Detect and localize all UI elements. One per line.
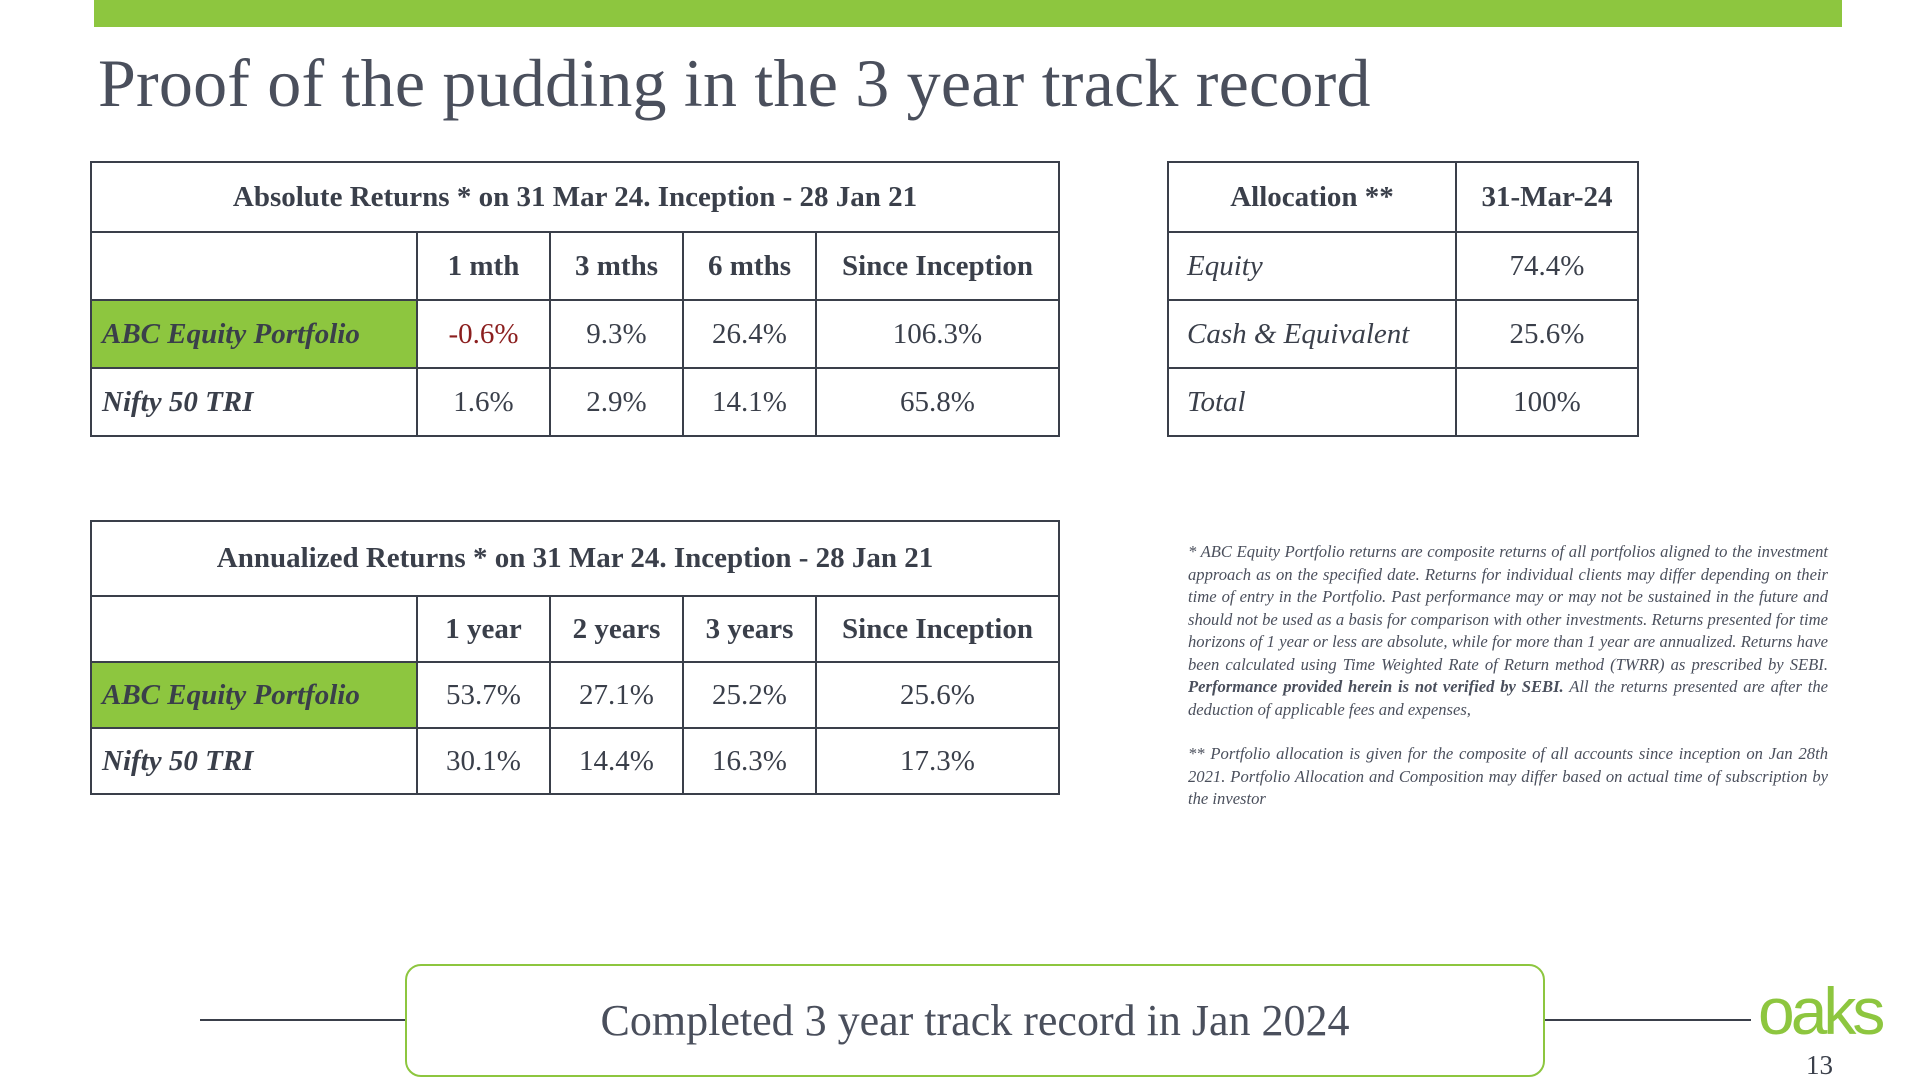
annualized-returns-caption: Annualized Returns * on 31 Mar 24. Incep… bbox=[90, 520, 1060, 597]
absolute-returns-caption: Absolute Returns * on 31 Mar 24. Incepti… bbox=[90, 161, 1060, 233]
value-cell: 65.8% bbox=[815, 367, 1060, 437]
table-row: Nifty 50 TRI 1.6% 2.9% 14.1% 65.8% bbox=[90, 367, 1060, 437]
header-blank-cell bbox=[90, 231, 418, 301]
footnote-sebi-disclaimer: Performance provided herein is not verif… bbox=[1188, 677, 1564, 696]
oaks-logo: oaks bbox=[1758, 974, 1885, 1048]
header-blank-cell bbox=[90, 595, 418, 663]
top-accent-bar bbox=[94, 0, 1842, 27]
table-row: ABC Equity Portfolio 53.7% 27.1% 25.2% 2… bbox=[90, 661, 1060, 729]
value-cell: 14.4% bbox=[549, 727, 684, 795]
value-cell: 25.6% bbox=[815, 661, 1060, 729]
allocation-row-label: Equity bbox=[1167, 231, 1457, 301]
allocation-table: Allocation ** 31-Mar-24 Equity 74.4% Cas… bbox=[1167, 161, 1639, 437]
footer-banner: Completed 3 year track record in Jan 202… bbox=[405, 964, 1545, 1077]
value-cell: 25.2% bbox=[682, 661, 817, 729]
value-cell: 27.1% bbox=[549, 661, 684, 729]
value-cell: 16.3% bbox=[682, 727, 817, 795]
table-row: Nifty 50 TRI 30.1% 14.4% 16.3% 17.3% bbox=[90, 727, 1060, 795]
value-cell: -0.6% bbox=[416, 299, 551, 369]
annualized-returns-table: Annualized Returns * on 31 Mar 24. Incep… bbox=[90, 520, 1060, 795]
allocation-value: 74.4% bbox=[1455, 231, 1639, 301]
allocation-value: 100% bbox=[1455, 367, 1639, 437]
value-cell: 106.3% bbox=[815, 299, 1060, 369]
allocation-row-label: Cash & Equivalent bbox=[1167, 299, 1457, 369]
footnotes: * ABC Equity Portfolio returns are compo… bbox=[1188, 541, 1828, 811]
footnote-returns-tail: All the returns presented are after the … bbox=[1188, 677, 1828, 719]
row-label-nifty: Nifty 50 TRI bbox=[90, 367, 418, 437]
row-label-abc-portfolio: ABC Equity Portfolio bbox=[90, 299, 418, 369]
column-header: 3 mths bbox=[549, 231, 684, 301]
value-cell: 14.1% bbox=[682, 367, 817, 437]
value-cell: 17.3% bbox=[815, 727, 1060, 795]
table-row: Cash & Equivalent 25.6% bbox=[1167, 299, 1639, 369]
footer-left-rule bbox=[200, 1019, 406, 1021]
column-header: Since Inception bbox=[815, 231, 1060, 301]
value-cell: 9.3% bbox=[549, 299, 684, 369]
column-header: 1 year bbox=[416, 595, 551, 663]
row-label-nifty: Nifty 50 TRI bbox=[90, 727, 418, 795]
column-header: Since Inception bbox=[815, 595, 1060, 663]
table-row: Total 100% bbox=[1167, 367, 1639, 437]
value-cell: 2.9% bbox=[549, 367, 684, 437]
table-row: Equity 74.4% bbox=[1167, 231, 1639, 301]
allocation-row-label: Total bbox=[1167, 367, 1457, 437]
allocation-value: 25.6% bbox=[1455, 299, 1639, 369]
column-header: 3 years bbox=[682, 595, 817, 663]
column-header: 2 years bbox=[549, 595, 684, 663]
table-row: ABC Equity Portfolio -0.6% 9.3% 26.4% 10… bbox=[90, 299, 1060, 369]
row-label-abc-portfolio: ABC Equity Portfolio bbox=[90, 661, 418, 729]
column-header: 1 mth bbox=[416, 231, 551, 301]
footnote-allocation: ** Portfolio allocation is given for the… bbox=[1188, 744, 1828, 808]
footnote-returns: * ABC Equity Portfolio returns are compo… bbox=[1188, 541, 1828, 721]
column-header: 6 mths bbox=[682, 231, 817, 301]
allocation-header-label: Allocation ** bbox=[1167, 161, 1457, 233]
value-cell: 1.6% bbox=[416, 367, 551, 437]
value-cell: 26.4% bbox=[682, 299, 817, 369]
footer-right-rule bbox=[1541, 1019, 1751, 1021]
absolute-returns-table: Absolute Returns * on 31 Mar 24. Incepti… bbox=[90, 161, 1060, 437]
page-number: 13 bbox=[1806, 1050, 1833, 1080]
footnote-returns-text: * ABC Equity Portfolio returns are compo… bbox=[1188, 542, 1828, 674]
footer-banner-text: Completed 3 year track record in Jan 202… bbox=[600, 996, 1350, 1045]
allocation-header-date: 31-Mar-24 bbox=[1455, 161, 1639, 233]
value-cell: 30.1% bbox=[416, 727, 551, 795]
slide-title: Proof of the pudding in the 3 year track… bbox=[98, 45, 1371, 121]
value-cell: 53.7% bbox=[416, 661, 551, 729]
